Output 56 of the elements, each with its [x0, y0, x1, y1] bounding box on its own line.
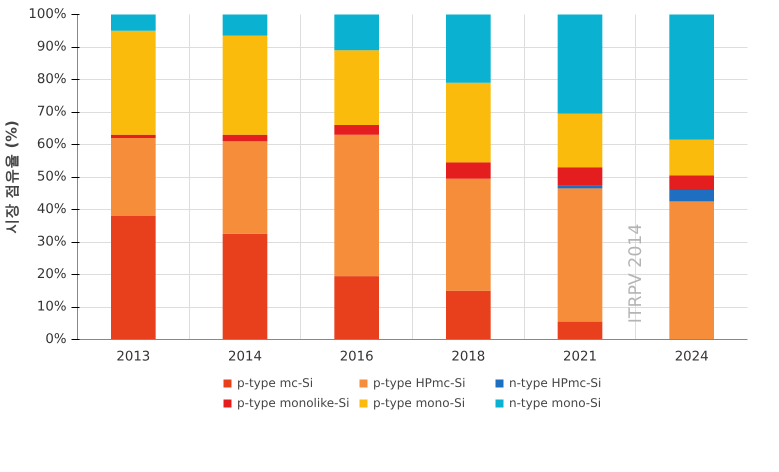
x-tick-label: 2024: [674, 350, 709, 364]
legend-label: n-type mono-Si: [509, 396, 602, 410]
bar: [222, 141, 268, 234]
legend-label: p-type mc-Si: [237, 376, 314, 390]
x-tick-label: 2018: [451, 350, 486, 364]
bar: [111, 14, 156, 31]
bar: [558, 14, 602, 114]
bar: [111, 216, 156, 340]
bar: [669, 140, 714, 176]
bar: [222, 234, 268, 340]
bar: [446, 14, 491, 83]
x-tick-label: 2013: [116, 350, 150, 364]
bar: [446, 82, 491, 162]
bar: [446, 290, 491, 340]
y-tick-label: 90%: [36, 40, 66, 54]
y-tick-label: 60%: [36, 137, 66, 152]
y-tick-label: 20%: [36, 267, 66, 282]
bar: [669, 14, 714, 140]
bar: [334, 50, 379, 125]
x-tick-label: 2021: [563, 350, 597, 364]
bar: [222, 36, 268, 135]
y-tick-label: 10%: [36, 300, 66, 314]
bar: [334, 276, 379, 340]
bar: [222, 14, 268, 36]
y-tick-label: 30%: [36, 234, 66, 250]
legend-label: p-type HPmc-Si: [373, 376, 466, 390]
bar: [558, 167, 602, 186]
y-tick-label: 70%: [36, 104, 66, 120]
bar: [334, 125, 379, 135]
y-axis-title: 시장 점유율 (%): [3, 120, 20, 234]
bar: [558, 322, 602, 340]
bar: [334, 134, 379, 276]
bar: [558, 114, 602, 168]
y-tick-label: 50%: [36, 170, 66, 184]
y-tick-label: 80%: [36, 72, 66, 87]
bar: [111, 138, 156, 216]
y-tick-label: 40%: [36, 202, 66, 217]
legend-label: p-type monolike-Si: [237, 396, 350, 410]
bar: [669, 201, 714, 340]
legend-label: p-type mono-Si: [373, 396, 466, 410]
bar: [558, 185, 602, 188]
x-tick-label: 2016: [340, 350, 374, 364]
bar: [669, 190, 714, 202]
bar: [111, 30, 156, 135]
legend-label: n-type HPmc-Si: [509, 376, 602, 390]
x-tick-label: 2014: [228, 350, 262, 364]
bar: [446, 162, 491, 179]
bar: [111, 134, 156, 138]
y-tick-label: 100%: [28, 7, 67, 22]
annotation: ITRPV 2014: [626, 224, 646, 324]
y-tick-label: 0%: [45, 332, 67, 347]
bar: [669, 175, 714, 190]
bar: [222, 134, 268, 142]
bar: [334, 14, 379, 50]
bar: [446, 178, 491, 291]
bar: [558, 188, 602, 322]
